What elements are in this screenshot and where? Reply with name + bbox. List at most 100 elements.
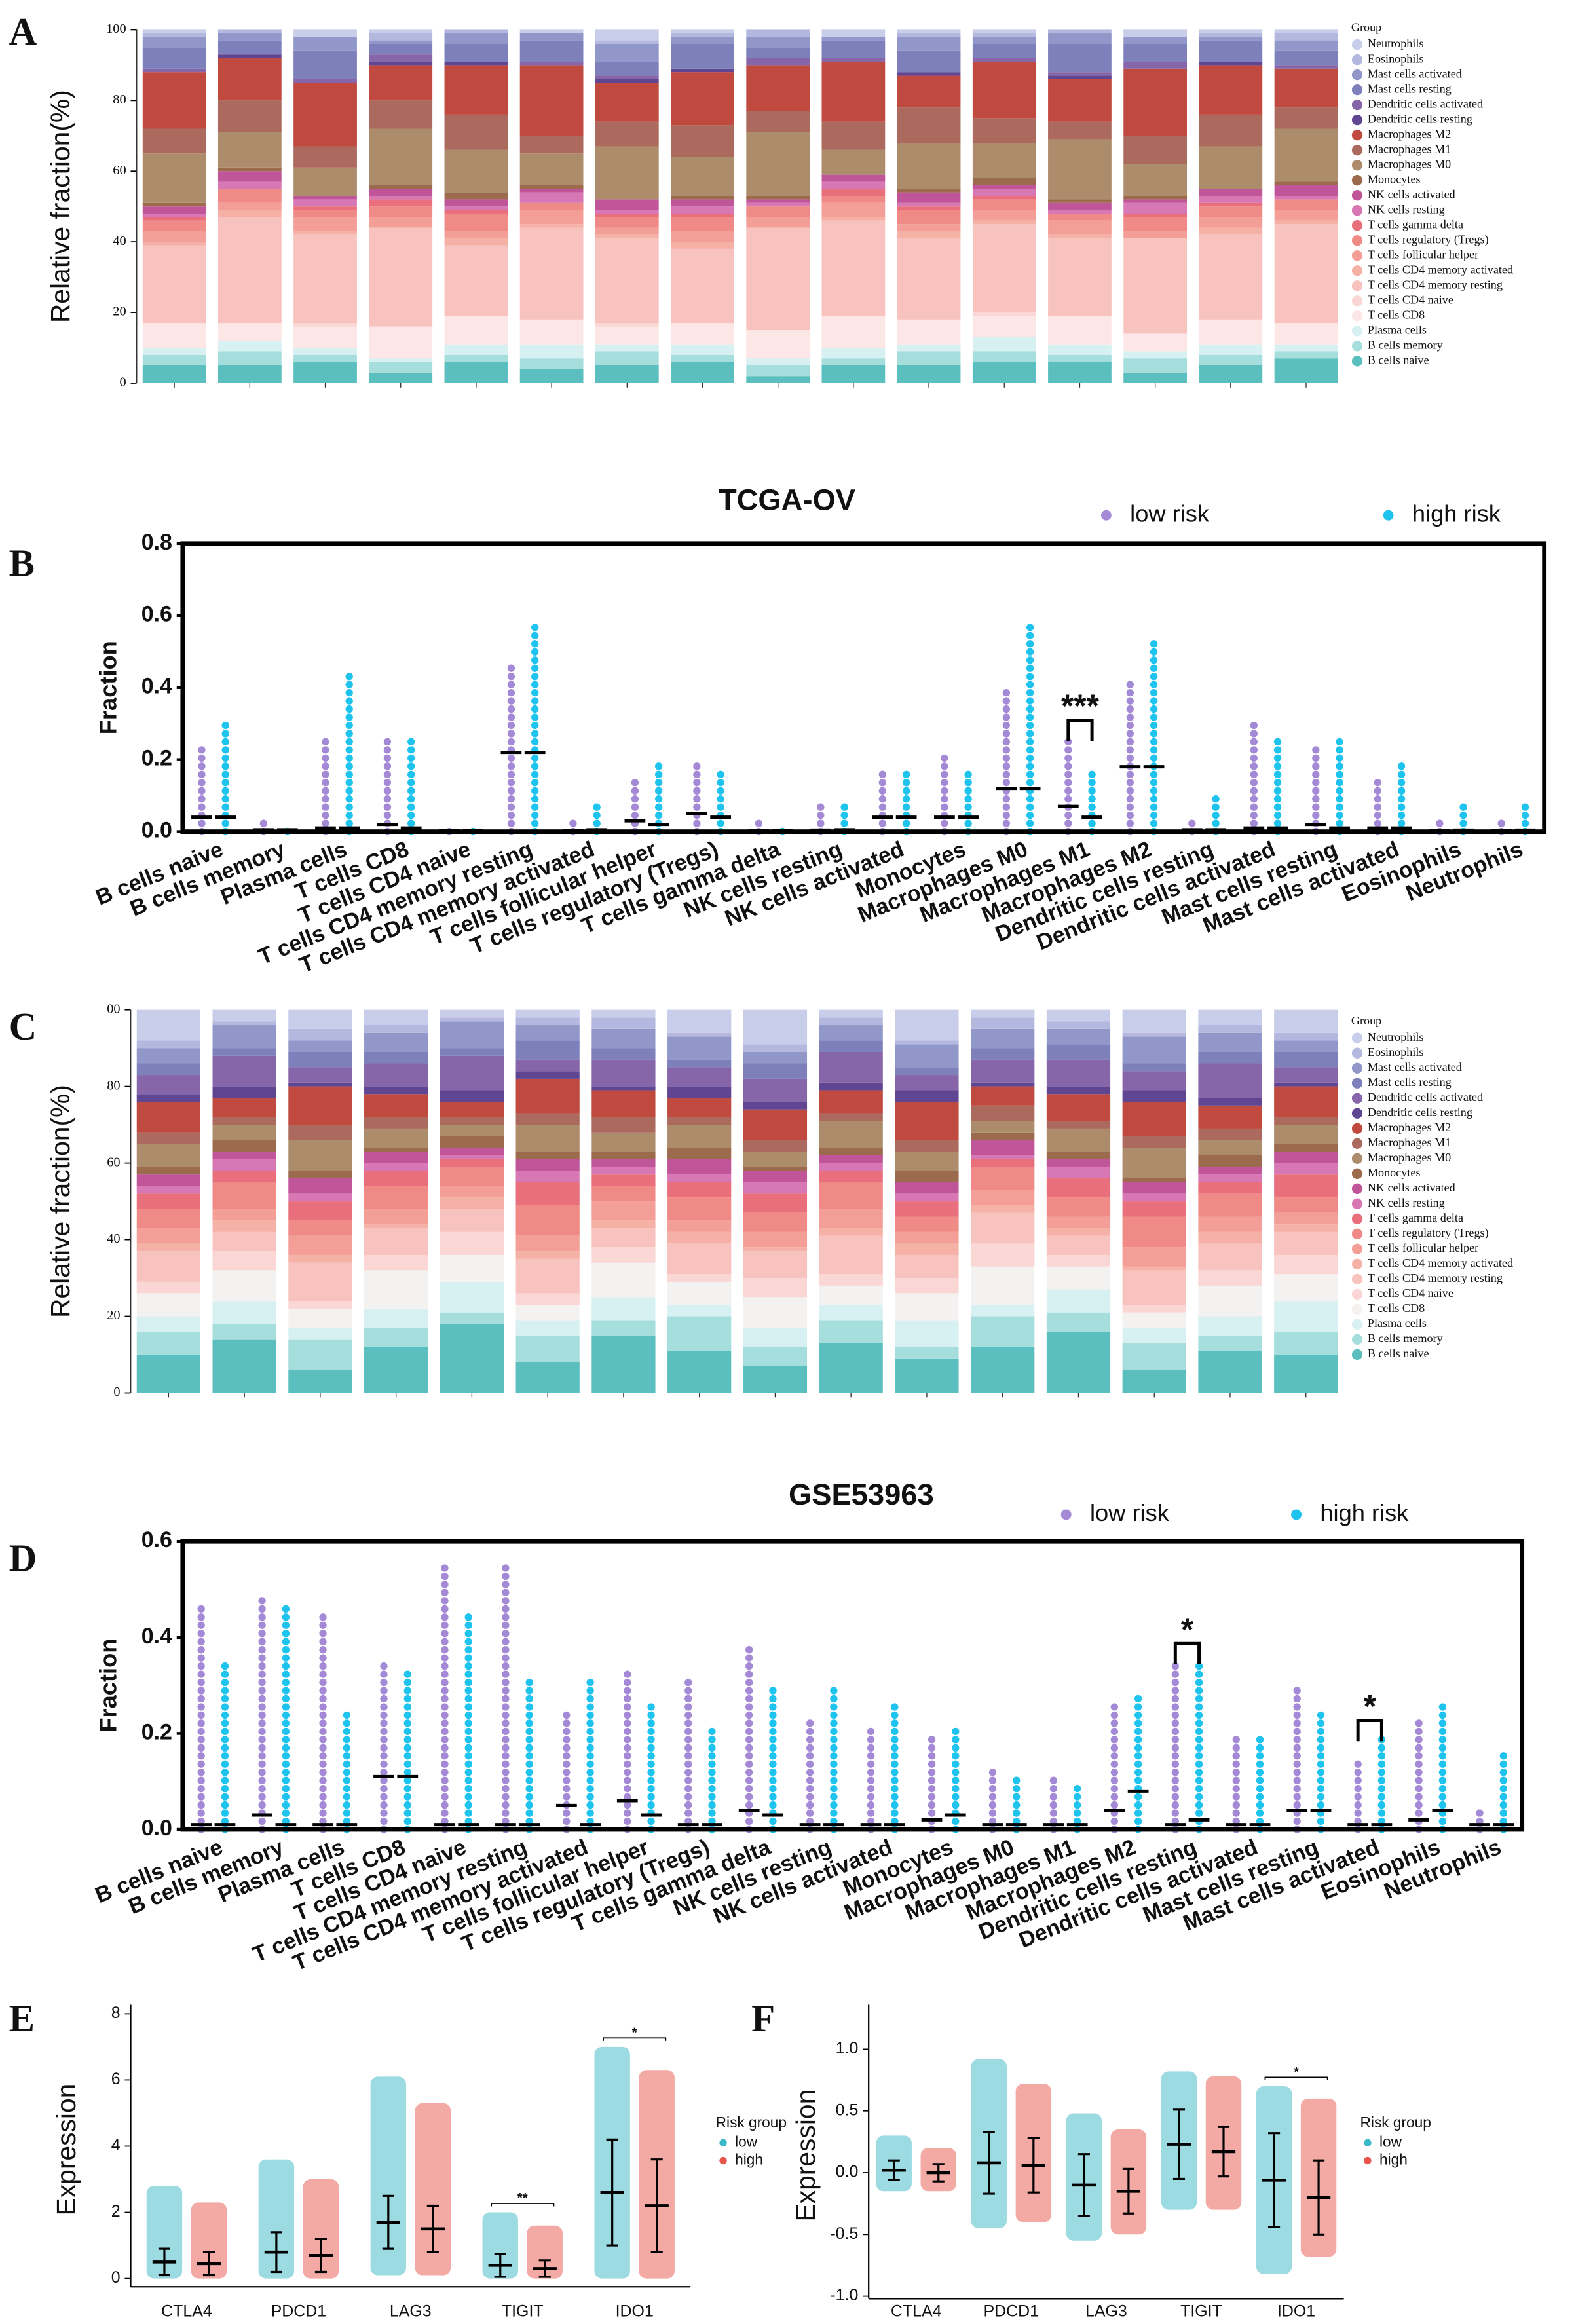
bar-segment: [217, 171, 282, 182]
bar-segment: [1122, 1102, 1186, 1136]
bar-segment: [671, 242, 734, 249]
bar-segment: [136, 1094, 200, 1102]
point-cloud: [146, 2186, 183, 2279]
bar-segment: [671, 72, 734, 126]
legend-label: Macrophages M1: [1368, 142, 1451, 155]
legend-swatch: [1351, 250, 1363, 261]
y-tick-label: 6: [111, 2070, 121, 2088]
bar-segment: [288, 1028, 352, 1041]
bar-segment: [972, 210, 1036, 221]
bar-segment: [1123, 199, 1188, 203]
bar-segment: [1048, 33, 1112, 45]
bar-segment: [444, 29, 508, 33]
legend-label: Eosinophils: [1368, 52, 1424, 65]
bar-segment: [746, 206, 810, 217]
legend-label: B cells memory: [1368, 338, 1443, 351]
legend-swatch: [1351, 69, 1363, 81]
bar-segment: [591, 1262, 656, 1298]
bar-segment: [1198, 1063, 1262, 1098]
bar-segment: [897, 37, 961, 51]
bar-segment: [595, 29, 659, 41]
bar-segment: [895, 1320, 959, 1347]
bar-segment: [519, 210, 584, 225]
bar-segment: [971, 1048, 1035, 1060]
bar-segment: [212, 1209, 276, 1221]
bar-segment: [595, 326, 659, 345]
bar-segment: [1274, 29, 1338, 33]
bar-segment: [1199, 202, 1263, 207]
bar-segment: [364, 1209, 428, 1225]
bar-segment: [217, 181, 282, 189]
bar-segment: [821, 40, 886, 58]
bar-segment: [440, 1117, 504, 1125]
bar-segment: [821, 365, 886, 383]
bar-segment: [671, 217, 734, 231]
bar-segment: [288, 1201, 352, 1221]
bar-segment: [217, 54, 282, 58]
bar-segment: [821, 220, 886, 316]
legend-label: NK cells activated: [1368, 1181, 1455, 1194]
bar-segment: [1046, 1197, 1111, 1217]
bar-segment: [212, 1048, 276, 1056]
bar-segment: [515, 1125, 580, 1152]
legend-swatch: [1351, 1273, 1363, 1285]
bar-segment: [743, 1212, 808, 1232]
bar-segment: [1123, 213, 1188, 217]
bar-segment: [591, 1220, 656, 1229]
y-tick-label: -1.0: [830, 2286, 858, 2304]
bar-segment: [821, 174, 886, 182]
legend-label: B cells naive: [1368, 1347, 1429, 1360]
bar-segment: [515, 1059, 580, 1072]
bar-segment: [972, 224, 1036, 313]
bar-segment: [743, 1328, 808, 1347]
bar-segment: [444, 210, 508, 214]
bar-segment: [369, 29, 433, 33]
legend-label: Dendritic cells activated: [1368, 1091, 1483, 1104]
bar-segment: [440, 1102, 504, 1117]
legend-swatch: [1351, 205, 1363, 216]
bar-segment: [212, 1339, 276, 1393]
bar-segment: [595, 210, 659, 214]
bar-segment: [1046, 1178, 1111, 1198]
bar-segment: [293, 354, 357, 362]
bar-segment: [364, 1117, 428, 1129]
bar-segment: [746, 358, 810, 365]
bar-segment: [440, 1209, 504, 1232]
bar-segment: [595, 79, 659, 83]
legend-swatch: [1351, 1168, 1363, 1179]
bar-segment: [591, 1174, 656, 1186]
bar-segment: [369, 217, 433, 228]
bar-segment: [821, 37, 886, 41]
bar-segment: [1122, 1036, 1186, 1064]
bar-segment: [591, 1228, 656, 1248]
plot-frame: [180, 1539, 1525, 1832]
bar-segment: [743, 1078, 808, 1102]
bar-segment: [1274, 1254, 1338, 1275]
bar-segment: [136, 1209, 200, 1229]
bar-segment: [591, 1059, 656, 1087]
sig-label: **: [517, 2191, 528, 2205]
bar-segment: [217, 202, 282, 210]
legend-swatch: [1351, 1228, 1363, 1239]
legend-title: Risk group: [716, 2114, 787, 2131]
x-tick-label: CTLA4: [891, 2302, 942, 2320]
bar-segment: [444, 213, 508, 231]
bar-segment: [1048, 72, 1112, 76]
bar-segment: [595, 351, 659, 365]
bar-segment: [212, 1055, 276, 1087]
bar-segment: [1274, 220, 1338, 225]
bar-segment: [972, 337, 1036, 352]
legend-label: high risk: [1412, 500, 1501, 527]
bar-segment: [746, 111, 810, 132]
bar-segment: [972, 58, 1036, 62]
bar-segment: [667, 1197, 732, 1221]
bar-segment: [895, 1009, 959, 1041]
legend-label: Macrophages M0: [1368, 1151, 1451, 1164]
bar-segment: [972, 351, 1036, 362]
bar-segment: [440, 1197, 504, 1209]
bar-segment: [972, 185, 1036, 189]
bar-segment: [972, 178, 1036, 185]
bar-segment: [591, 1152, 656, 1159]
bar-segment: [1198, 1155, 1262, 1167]
legend-label: T cells CD4 memory resting: [1368, 1271, 1503, 1284]
